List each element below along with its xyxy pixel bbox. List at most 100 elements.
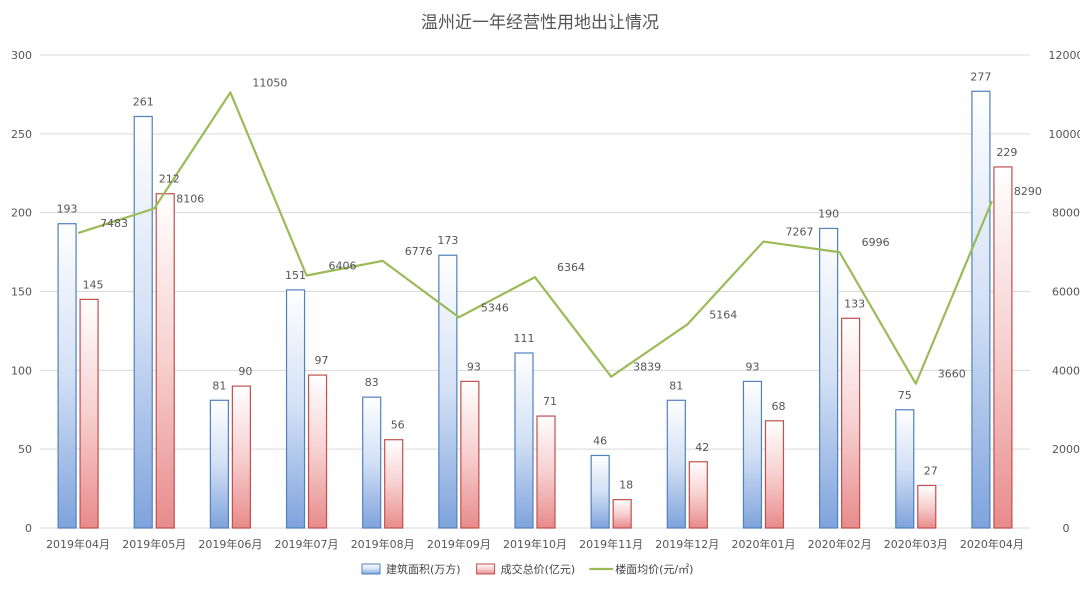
y-left-tick-label: 250 [11, 128, 32, 141]
line-data-label: 6996 [862, 236, 890, 249]
line-data-label: 3839 [633, 361, 661, 374]
x-tick-label: 2019年12月 [655, 537, 719, 551]
x-tick-label: 2020年03月 [884, 537, 948, 551]
bar-data-label: 90 [238, 365, 252, 378]
y-right-tick-label: 10000 [1049, 128, 1080, 141]
bar-data-label: 229 [996, 146, 1017, 159]
line-data-label: 7267 [785, 226, 813, 239]
y-right-tick-label: 4000 [1052, 364, 1080, 377]
bar [307, 374, 328, 529]
axes: 0 0 50 2000 100 4000 150 6000 200 8000 250 10000 300… [11, 49, 1080, 551]
line-data-label: 7483 [100, 217, 128, 230]
bar-data-label: 97 [315, 354, 329, 367]
bar-data-label: 173 [437, 234, 458, 247]
bar [384, 439, 404, 529]
chart-title: 温州近一年经营性用地出让情况 [421, 13, 659, 33]
bar-data-label: 68 [771, 400, 785, 413]
line-data-label: 5164 [709, 308, 737, 321]
bar [764, 420, 785, 529]
y-left-tick-label: 50 [18, 443, 32, 456]
bar [742, 380, 763, 529]
bar-data-label: 145 [83, 278, 104, 291]
bar-data-label: 81 [669, 379, 683, 392]
x-tick-label: 2019年05月 [122, 537, 186, 551]
legend-swatch [476, 563, 496, 575]
bar [971, 90, 991, 529]
line-data-label: 3660 [938, 368, 966, 381]
line-data-label: 6776 [405, 245, 433, 258]
bar [57, 223, 77, 529]
y-right-tick-label: 8000 [1052, 207, 1080, 220]
bar [819, 227, 839, 529]
y-left-tick-label: 300 [11, 49, 32, 62]
bar [666, 399, 686, 529]
x-tick-label: 2019年06月 [198, 537, 262, 551]
y-right-tick-label: 0 [1063, 522, 1070, 535]
bar-data-label: 83 [365, 376, 379, 389]
x-tick-label: 2019年08月 [351, 537, 415, 551]
bar-data-label: 261 [133, 95, 154, 108]
bar-data-label: 133 [844, 297, 865, 310]
bar-data-label: 81 [212, 379, 226, 392]
bar-data-label: 93 [745, 360, 759, 373]
bar [536, 415, 556, 529]
bar-data-label: 71 [543, 395, 557, 408]
bar [362, 396, 382, 529]
y-left-tick-label: 100 [11, 364, 32, 377]
bar [895, 409, 915, 529]
bar [514, 352, 534, 529]
bar [590, 454, 610, 529]
bar-data-label: 27 [924, 464, 938, 477]
price-line [77, 91, 993, 385]
bar-data-label: 212 [159, 173, 180, 186]
x-tick-label: 2019年04月 [46, 537, 110, 551]
x-tick-label: 2020年02月 [808, 537, 872, 551]
bar [79, 298, 99, 529]
bar [993, 166, 1013, 529]
bar-data-label: 151 [285, 269, 306, 282]
bar [841, 317, 861, 529]
x-tick-label: 2019年10月 [503, 537, 567, 551]
bar-data-label: 190 [818, 207, 839, 220]
line-data-label: 5346 [481, 301, 509, 314]
bar [133, 115, 153, 529]
bar-data-label: 46 [593, 434, 607, 447]
bar-data-label: 111 [514, 332, 535, 345]
bar [231, 385, 251, 529]
y-left-tick-label: 200 [11, 207, 32, 220]
bar [209, 399, 229, 529]
bar-data-label: 75 [898, 389, 912, 402]
grid-lines [40, 54, 1030, 529]
line-series [77, 91, 993, 385]
bar [438, 254, 458, 529]
line-data-label: 8290 [1014, 185, 1042, 198]
x-tick-label: 2019年07月 [275, 537, 339, 551]
bar [285, 289, 306, 529]
y-right-tick-label: 12000 [1049, 49, 1080, 62]
bar-data-label: 193 [57, 203, 78, 216]
legend-label: 成交总价(亿元) [501, 562, 576, 576]
data-labels: 193 145 261 212 81 90 151 97 83 56 173 93 111 71 46 18 8… [57, 70, 1042, 491]
bar-data-label: 277 [970, 70, 991, 83]
bar [460, 380, 480, 529]
x-tick-label: 2019年11月 [579, 537, 643, 551]
y-left-tick-label: 150 [11, 286, 32, 299]
bar [917, 484, 937, 529]
x-tick-label: 2019年09月 [427, 537, 491, 551]
legend: 建筑面积(万方) 成交总价(亿元) 楼面均价(元/㎡) [361, 562, 693, 576]
line-data-label: 11050 [252, 76, 287, 89]
line-data-label: 6406 [329, 259, 357, 272]
x-tick-label: 2020年04月 [960, 537, 1024, 551]
line-data-label: 8106 [176, 192, 204, 205]
bars [57, 90, 1013, 529]
y-left-tick-label: 0 [25, 522, 32, 535]
legend-label: 建筑面积(万方) [386, 562, 461, 576]
bar-data-label: 93 [467, 360, 481, 373]
legend-label: 楼面均价(元/㎡) [615, 562, 693, 576]
x-tick-label: 2020年01月 [731, 537, 795, 551]
bar-data-label: 42 [695, 441, 709, 454]
bar-data-label: 56 [391, 419, 405, 432]
y-right-tick-label: 6000 [1052, 286, 1080, 299]
bar [688, 461, 708, 529]
